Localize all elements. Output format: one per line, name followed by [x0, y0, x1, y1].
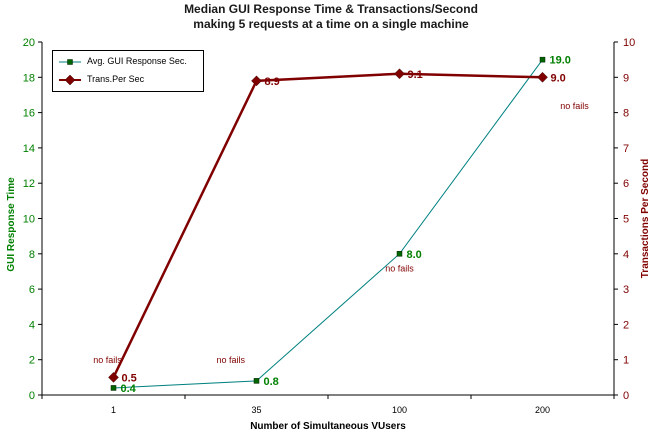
chart-title: Median GUI Response Time & Transactions/… — [184, 2, 478, 16]
y-left-tick-label: 4 — [29, 319, 35, 331]
series-trans-data-label: 0.5 — [122, 372, 137, 384]
series-trans-data-label: 8.9 — [265, 76, 280, 88]
series-response-point — [396, 251, 403, 257]
y-left-tick-label: 20 — [23, 37, 35, 49]
x-tick-label: 1 — [111, 405, 116, 415]
series-response-data-label: 0.4 — [121, 383, 137, 395]
series-trans-point — [394, 68, 405, 80]
annotation-no-fails: no fails — [217, 355, 246, 365]
y-left-tick-label: 2 — [29, 355, 35, 367]
series-trans-point — [108, 371, 119, 383]
series-trans-data-label: 9.0 — [551, 72, 566, 84]
series-trans-point — [537, 71, 548, 83]
y-left-tick-label: 6 — [29, 284, 35, 296]
series-response-line — [113, 59, 543, 389]
series-response-point — [253, 378, 260, 384]
y-left-tick-label: 16 — [23, 108, 35, 120]
legend-entry-response: Avg. GUI Response Sec. — [53, 54, 203, 70]
x-tick-label: 100 — [392, 405, 407, 415]
y-left-tick-label: 12 — [23, 178, 35, 190]
y-right-tick-label: 1 — [623, 355, 629, 367]
chart-legend: Avg. GUI Response Sec. Trans.Per Sec — [52, 50, 204, 92]
series-trans-line — [112, 72, 543, 378]
legend-swatch-trans — [59, 74, 81, 86]
series-response-data-label: 0.8 — [264, 376, 279, 388]
y-right-tick-label: 8 — [623, 108, 629, 120]
legend-swatch-response — [59, 59, 81, 65]
chart-subtitle: making 5 requests at a time on a single … — [193, 17, 469, 31]
series-trans-data-label: 9.1 — [408, 69, 423, 81]
y-right-tick-label: 7 — [623, 143, 629, 155]
series-response-data-label: 19.0 — [550, 55, 571, 67]
y-right-tick-label: 0 — [623, 390, 629, 402]
legend-entry-trans: Trans.Per Sec — [53, 72, 203, 88]
y-right-tick-label: 9 — [623, 72, 629, 84]
y-right-tick-label: 2 — [623, 319, 629, 331]
y-left-tick-label: 8 — [29, 249, 35, 261]
y-right-tick-label: 5 — [623, 214, 629, 226]
y-right-tick-label: 4 — [623, 249, 629, 261]
legend-label-trans: Trans.Per Sec — [87, 74, 145, 84]
series-response-point — [539, 56, 546, 63]
y-axis-right-title: Transactions Per Second — [640, 159, 651, 279]
x-tick-label: 200 — [535, 405, 550, 415]
annotation-no-fails: no fails — [93, 355, 122, 365]
y-right-tick-label: 10 — [623, 37, 635, 49]
series-response-point — [110, 385, 117, 391]
legend-label-response: Avg. GUI Response Sec. — [87, 56, 187, 66]
y-left-tick-label: 0 — [29, 390, 35, 402]
x-axis-title: Number of Simultaneous VUsers — [250, 421, 406, 432]
y-axis-left-title: GUI Response Time — [6, 177, 17, 272]
y-right-tick-label: 6 — [623, 178, 629, 190]
annotation-no-fails: no fails — [560, 101, 589, 111]
x-tick-label: 35 — [251, 405, 261, 415]
series-trans-point — [251, 75, 262, 87]
annotation-no-fails: no fails — [385, 263, 414, 273]
y-left-tick-label: 18 — [23, 72, 35, 84]
y-right-tick-label: 3 — [623, 284, 629, 296]
y-left-tick-label: 14 — [23, 143, 35, 155]
series-response-data-label: 8.0 — [407, 249, 422, 261]
y-left-tick-label: 10 — [23, 214, 35, 226]
